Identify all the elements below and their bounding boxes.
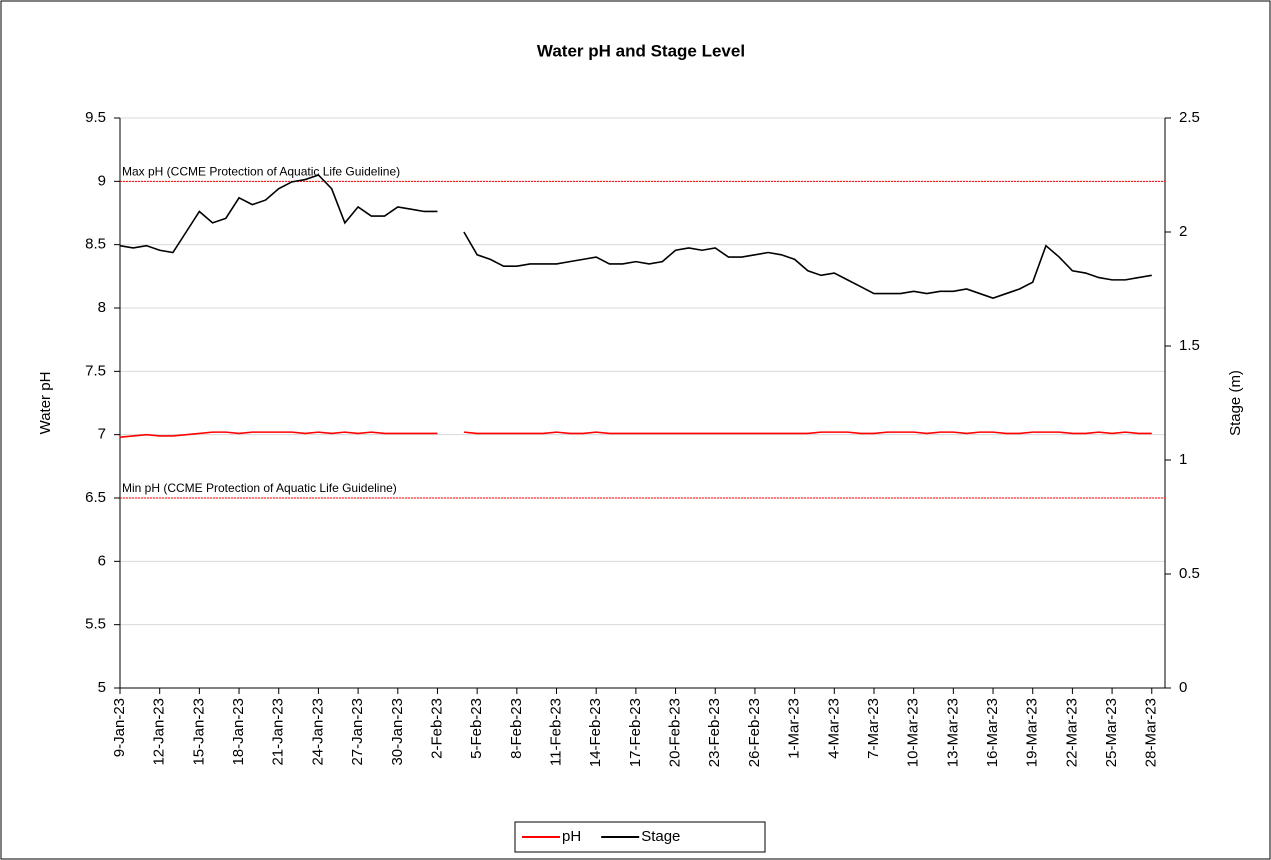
y-tick-label: 8 [98,299,106,316]
x-tick-label: 5-Feb-23 [468,698,485,759]
y2-axis-title: Stage (m) [1227,370,1244,436]
y-tick-label: 8.5 [85,236,106,253]
x-tick-label: 21-Jan-23 [270,698,287,766]
x-tick-label: 16-Mar-23 [984,698,1001,767]
x-tick-label: 22-Mar-23 [1063,698,1080,767]
x-tick-label: 1-Mar-23 [786,698,803,759]
y2-tick-label: 2 [1179,223,1187,240]
y2-tick-label: 0 [1179,679,1187,696]
x-tick-label: 14-Feb-23 [587,698,604,767]
legend-label: Stage [641,828,680,845]
x-tick-label: 28-Mar-23 [1143,698,1160,767]
y2-tick-label: 2.5 [1179,109,1200,126]
x-tick-label: 25-Mar-23 [1103,698,1120,767]
x-tick-label: 10-Mar-23 [905,698,922,767]
y-tick-label: 9.5 [85,109,106,126]
y2-tick-label: 1 [1179,451,1187,468]
x-tick-label: 12-Jan-23 [151,698,168,766]
series-line [119,431,1152,438]
y2-tick-label: 0.5 [1179,565,1200,582]
x-tick-label: 4-Mar-23 [825,698,842,759]
chart-title: Water pH and Stage Level [537,41,745,60]
y-tick-label: 5 [98,679,106,696]
x-tick-label: 18-Jan-23 [230,698,247,766]
series-line [119,174,1152,299]
x-tick-label: 30-Jan-23 [389,698,406,766]
x-tick-label: 9-Jan-23 [111,698,128,757]
x-tick-label: 8-Feb-23 [508,698,525,759]
y-tick-label: 6.5 [85,489,106,506]
x-tick-label: 19-Mar-23 [1024,698,1041,767]
x-tick-label: 24-Jan-23 [309,698,326,766]
x-tick-label: 11-Feb-23 [547,698,564,766]
y-tick-label: 5.5 [85,616,106,633]
legend-label: pH [562,828,581,845]
x-tick-label: 20-Feb-23 [667,698,684,767]
x-tick-label: 15-Jan-23 [190,698,207,766]
x-tick-label: 2-Feb-23 [428,698,445,759]
x-tick-label: 13-Mar-23 [944,698,961,767]
x-tick-label: 23-Feb-23 [706,698,723,767]
x-tick-label: 26-Feb-23 [746,698,763,767]
y-tick-label: 6 [98,552,106,569]
y-tick-label: 9 [98,172,106,189]
y-axis-title: Water pH [37,372,54,435]
x-tick-label: 7-Mar-23 [865,698,882,759]
x-tick-label: 17-Feb-23 [627,698,644,767]
x-tick-label: 27-Jan-23 [349,698,366,766]
reference-label: Max pH (CCME Protection of Aquatic Life … [122,165,400,179]
reference-label: Min pH (CCME Protection of Aquatic Life … [122,481,397,495]
y-tick-label: 7 [98,426,106,443]
y-tick-label: 7.5 [85,362,106,379]
y2-tick-label: 1.5 [1179,337,1200,354]
